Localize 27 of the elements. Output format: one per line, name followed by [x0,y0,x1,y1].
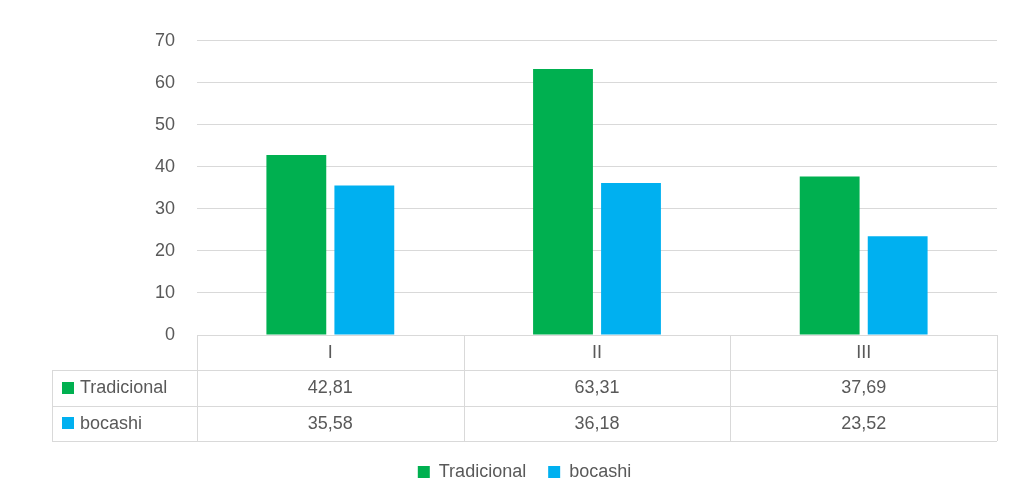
text: Tradicional [438,460,527,481]
x-tick-label: I [326,341,334,365]
data-label: 36,18 [573,411,621,435]
y-tick-label: 10 [154,281,175,302]
bar [799,176,860,335]
x-tick-label: III [855,341,873,365]
bar [601,182,661,335]
bar [334,185,395,335]
text: bocashi [80,412,143,433]
x-tick-label: II [590,341,603,365]
bar [867,236,928,335]
y-tick-label: 40 [154,155,175,176]
y-tick-label: 0 [164,323,175,344]
y-tick-label: 50 [154,113,175,134]
legend-label: Tradicional [80,377,168,399]
data-label: 37,69 [840,376,888,400]
y-tick-label: 60 [154,71,175,92]
bar [266,155,327,335]
y-tick-label: 20 [154,239,175,260]
data-label: 63,31 [573,376,621,400]
legend-label: bocashi [569,460,632,481]
y-tick-label: 70 [154,29,175,50]
y-tick-label: 30 [154,197,175,218]
data-label: 42,81 [306,376,354,400]
bar [533,68,593,335]
data-label: 35,58 [306,411,354,435]
data-label: 23,52 [840,411,888,435]
